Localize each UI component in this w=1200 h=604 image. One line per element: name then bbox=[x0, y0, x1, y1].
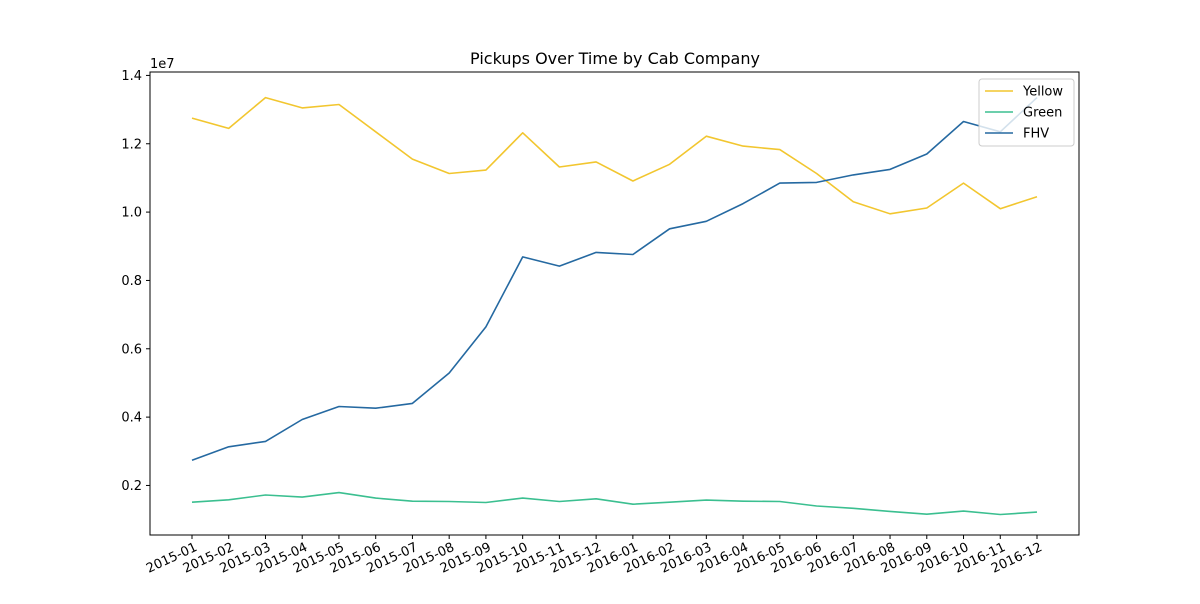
legend: Yellow Green FHV bbox=[978, 78, 1075, 147]
y-tick-label: 0.6 bbox=[121, 342, 142, 357]
legend-label-yellow: Yellow bbox=[1022, 85, 1063, 100]
chart-title: Pickups Over Time by Cab Company bbox=[470, 49, 760, 68]
y-tick-label: 0.2 bbox=[121, 479, 142, 494]
plot-area bbox=[191, 96, 1038, 516]
series-line-fhv bbox=[191, 97, 1038, 461]
y-tick-label: 1.4 bbox=[121, 69, 142, 84]
y-tick-label: 1.2 bbox=[121, 137, 142, 152]
y-axis-scale-label: 1e7 bbox=[150, 57, 175, 72]
legend-label-fhv: FHV bbox=[1023, 127, 1049, 142]
y-axis: 0.2 0.4 0.6 0.8 1.0 1.2 1.4 bbox=[121, 69, 150, 494]
y-tick-label: 0.4 bbox=[121, 411, 142, 426]
series-line-green bbox=[191, 491, 1038, 516]
x-axis: 2015-012015-022015-032015-042015-052015-… bbox=[144, 535, 1045, 577]
legend-box bbox=[978, 78, 1075, 147]
series-line-yellow bbox=[191, 96, 1038, 215]
plot-frame bbox=[149, 71, 1080, 536]
y-tick-label: 1.0 bbox=[121, 206, 142, 221]
y-tick-label: 0.8 bbox=[121, 274, 142, 289]
legend-label-green: Green bbox=[1023, 106, 1062, 121]
